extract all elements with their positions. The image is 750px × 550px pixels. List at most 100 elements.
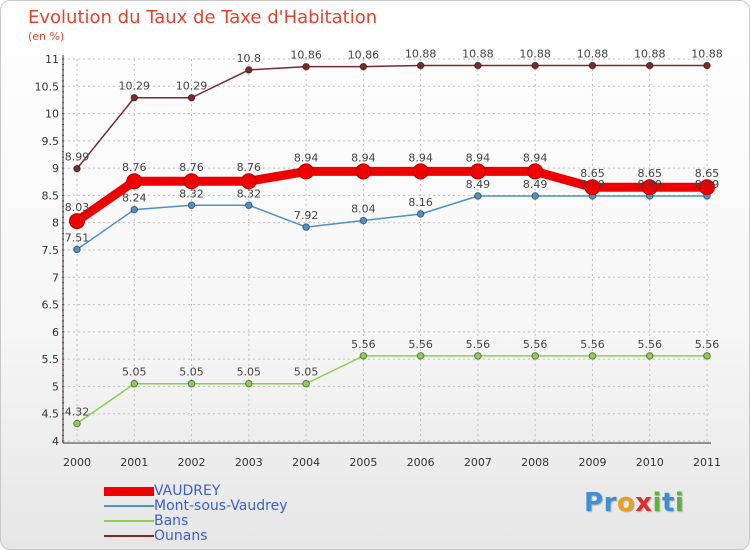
data-label: 8.65 (637, 167, 662, 180)
x-tick-label: 2001 (120, 456, 148, 469)
y-tick-label: 11 (45, 53, 59, 66)
data-point (183, 173, 200, 190)
data-label: 10.8 (237, 52, 262, 65)
legend-swatch (104, 486, 154, 496)
legend-swatch (104, 535, 154, 537)
data-point (73, 164, 81, 173)
y-tick-label: 8 (52, 217, 59, 230)
data-point (474, 61, 482, 70)
data-label: 8.16 (408, 196, 433, 209)
x-tick-labels: 2000 2001 2002 2003 2004 2005 2006 2007 2008 2009… (63, 456, 721, 469)
data-label: 5.56 (523, 338, 548, 351)
data-label: 5.56 (695, 338, 720, 351)
legend-label: VAUDREY (154, 483, 221, 499)
legend-swatch (104, 520, 154, 522)
data-label: 8.49 (695, 178, 720, 191)
data-label: 10.86 (348, 49, 380, 62)
x-tick-label: 2006 (407, 456, 435, 469)
data-label: 5.56 (580, 338, 605, 351)
data-label: 8.76 (122, 161, 147, 174)
data-point (245, 201, 253, 210)
y-tick-label: 6 (52, 326, 59, 339)
data-label: 5.56 (351, 338, 376, 351)
y-tick-label: 8.5 (42, 189, 60, 202)
data-label: 8.03 (65, 201, 90, 214)
data-label: 10.88 (405, 48, 437, 61)
data-point (245, 66, 253, 74)
x-tick-label: 2010 (636, 456, 664, 469)
data-point (588, 61, 597, 70)
data-label: 10.88 (691, 48, 723, 61)
y-tick-label: 6.5 (42, 299, 60, 312)
y-tick-label: 9 (52, 162, 59, 175)
data-point (130, 93, 139, 102)
data-point (302, 62, 310, 71)
data-point (416, 352, 425, 360)
brand-letter: x (635, 488, 653, 518)
data-point (187, 93, 196, 102)
data-label: 8.94 (351, 151, 376, 164)
y-tick-label: 7.5 (42, 244, 60, 257)
data-point (245, 379, 253, 388)
x-tick-label: 2008 (521, 456, 549, 469)
data-point (69, 213, 85, 230)
x-tick-label: 2000 (63, 456, 91, 469)
data-label: 5.05 (122, 366, 147, 379)
data-label: 5.56 (466, 338, 491, 351)
data-point (645, 61, 654, 70)
series-layer (69, 61, 715, 428)
data-label: 10.88 (519, 48, 551, 61)
data-label: 7.92 (294, 209, 319, 222)
data-label: 8.94 (523, 151, 548, 164)
data-point (588, 352, 597, 360)
data-label: 5.05 (294, 366, 319, 379)
y-tick-labels: 4 4.5 5 5.5 6 6.5 7 7.5 8 8.5 9 9.5 10 10.5 11 (35, 53, 60, 448)
data-label: 5.05 (237, 366, 262, 379)
data-point (359, 62, 368, 71)
data-point (703, 352, 711, 360)
x-tick-label: 2002 (178, 456, 206, 469)
y-tick-label: 10 (45, 108, 59, 121)
brand-logo: Proxiti (584, 488, 684, 518)
data-point (412, 163, 429, 180)
data-label: 5.56 (637, 338, 662, 351)
y-tick-label: 4 (52, 435, 59, 448)
data-point (645, 352, 654, 360)
data-label: 8.49 (523, 178, 548, 191)
data-label: 8.32 (237, 187, 262, 200)
y-tick-label: 5.5 (42, 353, 60, 366)
x-tick-label: 2011 (693, 456, 721, 469)
data-point (187, 379, 196, 388)
brand-letter: t (661, 488, 675, 518)
y-tick-label: 7 (52, 271, 59, 284)
brand-letter: r (603, 488, 617, 518)
data-label: 10.29 (119, 80, 151, 93)
data-label: 8.65 (695, 167, 720, 180)
brand-letter: o (616, 488, 636, 518)
data-point (187, 201, 196, 210)
data-label: 8.94 (294, 151, 319, 164)
y-tick-label: 5 (52, 380, 59, 393)
brand-letter: P (584, 488, 604, 518)
x-tick-label: 2003 (235, 456, 263, 469)
data-label: 10.29 (176, 80, 208, 93)
data-point (703, 61, 711, 70)
data-point (240, 173, 257, 190)
x-tick-label: 2007 (464, 456, 492, 469)
data-label: 5.05 (179, 366, 204, 379)
data-point (359, 216, 368, 225)
data-label: 8.65 (580, 167, 605, 180)
data-label: 8.49 (637, 178, 662, 191)
chart-title: Evolution du Taux de Taxe d'Habitation (28, 7, 378, 28)
series-line-mont-sous-vaudrey (76, 195, 707, 251)
y-tick-label: 9.5 (42, 135, 60, 148)
data-point (130, 205, 139, 214)
data-point (73, 419, 81, 428)
data-label: 8.24 (122, 192, 147, 205)
data-label: 8.94 (408, 151, 433, 164)
data-point (302, 223, 310, 231)
axes (62, 55, 711, 444)
data-point (641, 179, 658, 196)
brand-letter: i (674, 488, 685, 518)
data-point (359, 352, 368, 360)
